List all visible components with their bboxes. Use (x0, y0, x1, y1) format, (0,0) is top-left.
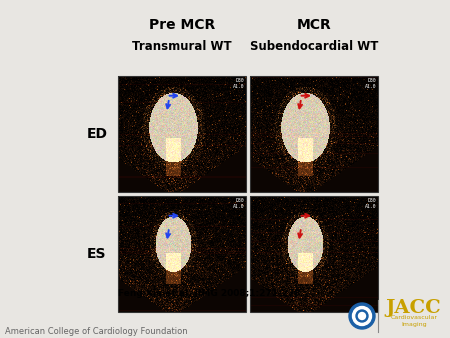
Bar (250, 196, 378, 312)
Text: D30
A1.0: D30 A1.0 (364, 198, 376, 209)
Text: Pre MCR: Pre MCR (149, 18, 215, 32)
Bar (118, 196, 246, 312)
Bar (250, 76, 378, 192)
Text: Cardiovascular
Imaging: Cardiovascular Imaging (391, 315, 437, 327)
Text: D30
A1.0: D30 A1.0 (233, 198, 244, 209)
Text: D30
A1.0: D30 A1.0 (364, 78, 376, 89)
Text: JACC: JACC (385, 299, 441, 317)
Circle shape (352, 307, 372, 325)
Bar (250, 76, 378, 192)
Text: American College of Cardiology Foundation: American College of Cardiology Foundatio… (5, 328, 188, 337)
Text: MCR: MCR (297, 18, 331, 32)
Circle shape (349, 303, 375, 329)
Bar (118, 76, 246, 192)
Text: Transmural WT: Transmural WT (132, 41, 232, 53)
Circle shape (359, 313, 365, 319)
Text: ES: ES (87, 247, 107, 261)
Text: ED: ED (86, 127, 108, 141)
Text: D30
A1.0: D30 A1.0 (233, 78, 244, 89)
Text: Subendocardial WT: Subendocardial WT (250, 41, 378, 53)
Bar (250, 196, 378, 312)
Bar (118, 196, 246, 312)
Bar (118, 76, 246, 192)
Text: Feng Xie et al. JIMG 2008;1:271-278: Feng Xie et al. JIMG 2008;1:271-278 (118, 290, 301, 298)
Circle shape (356, 310, 368, 322)
